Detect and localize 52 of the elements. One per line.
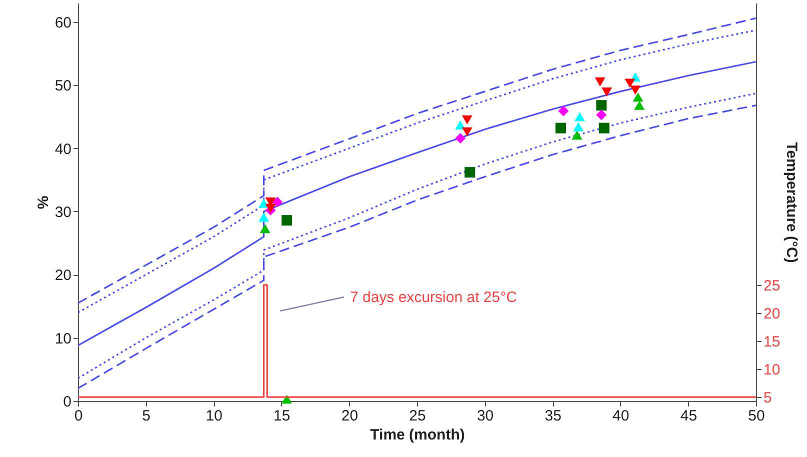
point — [632, 92, 644, 102]
point — [573, 122, 584, 132]
x-tick-label: 35 — [544, 408, 562, 424]
point — [258, 212, 270, 222]
x-tick-label: 45 — [680, 408, 698, 424]
y-tick-label: 10 — [54, 330, 72, 348]
y-tick-label: 40 — [54, 140, 72, 158]
point — [282, 215, 292, 226]
point — [272, 196, 283, 208]
x-tick-label: 25 — [409, 408, 426, 424]
x-tick-label: 0 — [74, 408, 83, 424]
point — [558, 106, 569, 116]
point — [572, 130, 582, 140]
point — [634, 100, 645, 110]
y-axis-title: % — [34, 196, 52, 210]
x-tick-label: 10 — [206, 408, 222, 424]
point — [555, 122, 566, 134]
y-tick-label: 0 — [63, 394, 72, 410]
point — [574, 112, 585, 122]
x-axis-title: Time (month) — [370, 426, 465, 444]
point — [596, 100, 607, 111]
point — [594, 77, 606, 87]
point — [260, 224, 270, 234]
point — [462, 115, 472, 124]
point — [624, 78, 636, 88]
y2-tick-label: 15 — [764, 334, 780, 351]
point — [602, 88, 612, 97]
y-tick-label: 20 — [54, 267, 72, 284]
y2-tick-label: 10 — [764, 362, 780, 379]
annotation: 7 days excursion at 25°C — [350, 289, 518, 306]
x-tick-label: 20 — [341, 408, 358, 424]
x-tick-label: 5 — [142, 408, 150, 424]
point — [455, 132, 466, 144]
point — [462, 127, 472, 136]
x-tick-label: 50 — [748, 408, 765, 424]
x-tick-label: 30 — [476, 408, 494, 424]
y-tick-label: 50 — [54, 78, 72, 95]
line-series — [77, 60, 757, 346]
y-tick-label: 30 — [54, 204, 72, 221]
point — [596, 110, 607, 120]
point — [455, 120, 466, 130]
x-tick-label: 15 — [274, 408, 290, 424]
point — [598, 122, 610, 134]
point — [265, 204, 276, 213]
y-tick-label: 60 — [54, 14, 72, 32]
x-tick-label: 40 — [612, 408, 630, 424]
y2-tick-label: 5 — [764, 390, 772, 407]
y2-tick-label: 20 — [764, 305, 780, 322]
y2-tick-label: 25 — [764, 277, 780, 294]
point — [464, 167, 476, 178]
y2-axis-title: Temperature (°C) — [783, 142, 800, 263]
point — [630, 86, 641, 95]
